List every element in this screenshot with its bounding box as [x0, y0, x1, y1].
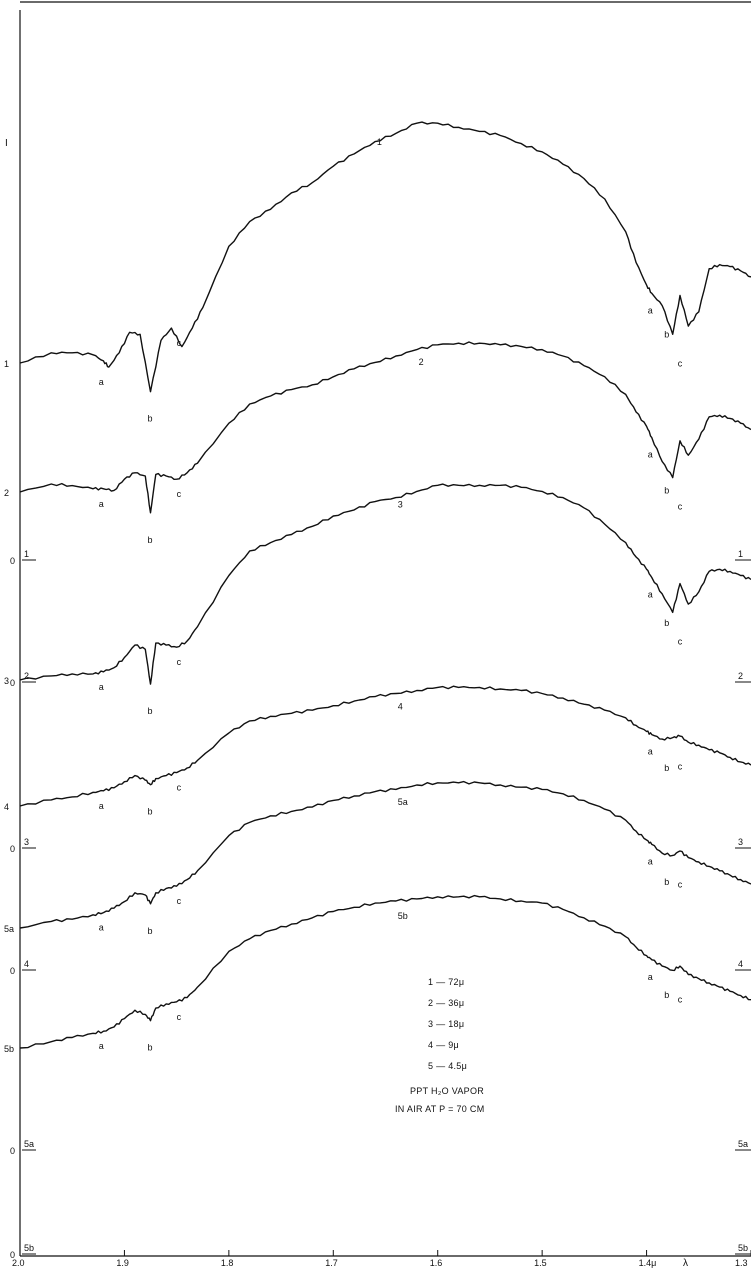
band-label-a: a — [648, 590, 653, 600]
series-2-zero-label: 0 — [10, 678, 15, 688]
series-3-zero-label: 0 — [10, 844, 15, 854]
band-label-c: c — [678, 762, 683, 772]
band-label-a: a — [99, 1041, 104, 1051]
x-tick-label: 1.5 — [534, 1258, 547, 1268]
series-5a-label: 5a — [398, 797, 408, 807]
series-5a-line — [19, 780, 751, 929]
x-tick-label: 1.6 — [430, 1258, 443, 1268]
x-ticks: 2.0 1.9 1.8 1.7 1.6 1.5 1.4μ 1.3 — [12, 1250, 751, 1268]
series-1-zero-marker-left: 1 — [24, 549, 29, 559]
band-label-b: b — [664, 877, 669, 887]
band-label-a: a — [648, 856, 653, 866]
band-label-b: b — [148, 414, 153, 424]
band-label-c: c — [177, 489, 182, 499]
series-5b-zero-marker-right: 5b — [738, 1243, 748, 1253]
band-label-a: a — [99, 377, 104, 387]
x-tick-label: 1.8 — [221, 1258, 234, 1268]
series-1-zero-marker-right: 1 — [738, 549, 743, 559]
band-label-c: c — [678, 502, 683, 512]
series-1-zero-label: 0 — [10, 556, 15, 566]
series-5a-zero-marker-right: 5a — [738, 1139, 748, 1149]
band-label-c: c — [177, 783, 182, 793]
x-tick-label: 1.4μ — [639, 1258, 657, 1268]
series-5a-zero-label: 0 — [10, 1146, 15, 1156]
legend-entry-2: 2 — 36μ — [428, 998, 464, 1008]
series-2-zero-marker-left: 2 — [24, 671, 29, 681]
band-label-a: a — [648, 747, 653, 757]
legend-note-1: PPT H₂O VAPOR — [410, 1086, 484, 1096]
legend: 1 — 72μ 2 — 36μ 3 — 18μ 4 — 9μ 5 — 4.5μ … — [395, 977, 485, 1114]
series-3-zero-marker-right: 3 — [738, 837, 743, 847]
band-label-c: c — [177, 1012, 182, 1022]
band-label-a: a — [99, 682, 104, 692]
legend-entry-1: 1 — 72μ — [428, 977, 464, 987]
band-label-c: c — [678, 879, 683, 889]
legend-note-2: IN AIR AT P = 70 CM — [395, 1104, 485, 1114]
series-5b-zero-label: 0 — [10, 1250, 15, 1260]
x-tick-label: 1.7 — [325, 1258, 338, 1268]
band-label-b: b — [148, 926, 153, 936]
series-4-zero-label: 0 — [10, 966, 15, 976]
band-label-b: b — [148, 535, 153, 545]
series-4-start-label: 4 — [4, 802, 9, 812]
band-label-b: b — [148, 807, 153, 817]
band-label-c: c — [678, 994, 683, 1004]
band-label-c: c — [678, 636, 683, 646]
series-5a-zero-marker-left: 5a — [24, 1139, 34, 1149]
series-2-zero-marker-right: 2 — [738, 671, 743, 681]
band-label-b: b — [664, 486, 669, 496]
band-label-b: b — [664, 330, 669, 340]
band-label-b: b — [664, 618, 669, 628]
series-5a-start-label: 5a — [4, 924, 14, 934]
series-2-label: 2 — [419, 357, 424, 367]
band-label-b: b — [148, 1043, 153, 1053]
band-label-a: a — [648, 972, 653, 982]
x-tick-label: 1.9 — [116, 1258, 129, 1268]
series-4-zero-marker-left: 4 — [24, 959, 29, 969]
series-3-zero-marker-left: 3 — [24, 837, 29, 847]
legend-entry-5: 5 — 4.5μ — [428, 1061, 467, 1071]
legend-entry-3: 3 — 18μ — [428, 1019, 464, 1029]
series-4-label: 4 — [398, 701, 403, 711]
band-label-c: c — [177, 338, 182, 348]
band-label-c: c — [678, 358, 683, 368]
band-label-a: a — [99, 499, 104, 509]
series-3-start-label: 3 — [4, 676, 9, 686]
series-4-line — [19, 685, 751, 807]
band-label-b: b — [664, 990, 669, 1000]
series-5b-line — [19, 894, 751, 1049]
series-1-start-label: 1 — [4, 359, 9, 369]
band-label-b: b — [664, 763, 669, 773]
series-2-line — [19, 341, 751, 514]
band-label-b: b — [148, 706, 153, 716]
x-tick-label: 2.0 — [12, 1258, 25, 1268]
series-4-zero-marker-right: 4 — [738, 959, 743, 969]
y-axis-label: I — [5, 138, 8, 149]
band-label-a: a — [99, 923, 104, 933]
series-5b-label: 5b — [398, 911, 408, 921]
band-label-a: a — [648, 305, 653, 315]
band-label-c: c — [177, 657, 182, 667]
legend-entry-4: 4 — 9μ — [428, 1040, 459, 1050]
series-5b-start-label: 5b — [4, 1044, 14, 1054]
series-5b-zero-marker-left: 5b — [24, 1243, 34, 1253]
x-axis-label: λ — [683, 1258, 688, 1268]
series-3-label: 3 — [398, 499, 403, 509]
series-3-line — [19, 483, 751, 685]
series-2-start-label: 2 — [4, 488, 9, 498]
series-1-label: 1 — [377, 137, 382, 147]
x-tick-label: 1.3 — [735, 1258, 748, 1268]
band-label-c: c — [177, 896, 182, 906]
band-label-a: a — [99, 801, 104, 811]
band-label-a: a — [648, 450, 653, 460]
series-1-line — [19, 121, 751, 393]
